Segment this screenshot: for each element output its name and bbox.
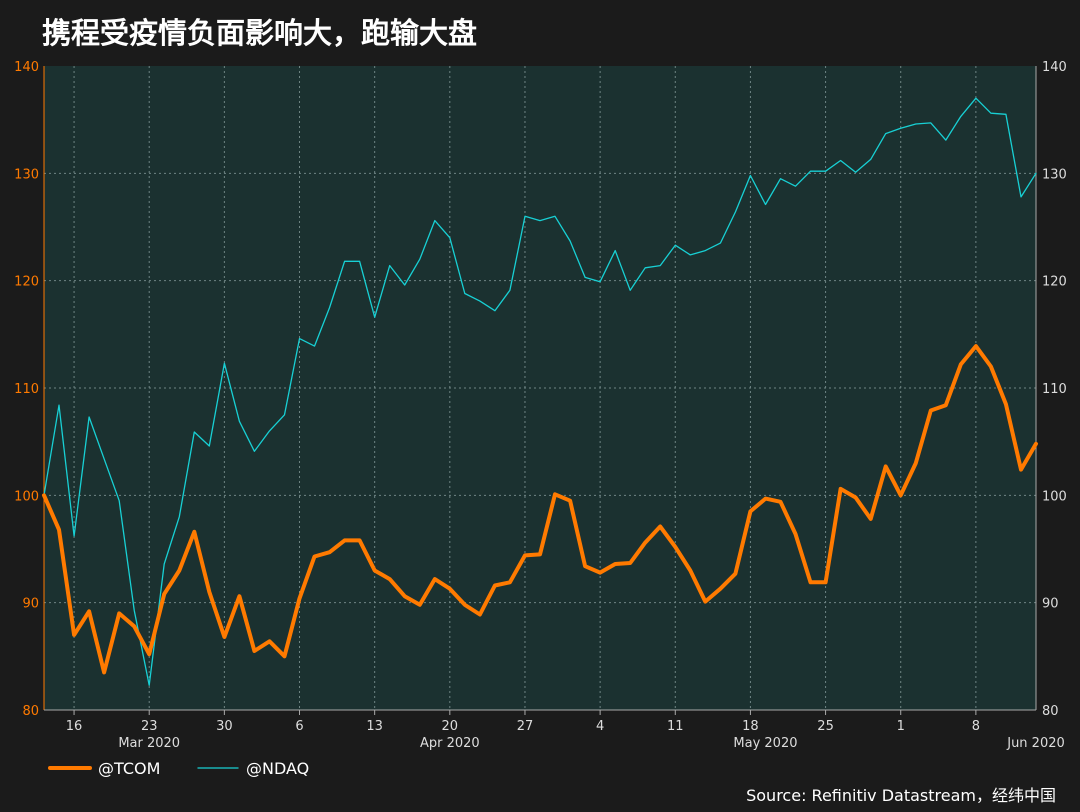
source-note: Source: Refinitiv Datastream，经纬中国: [746, 786, 1056, 805]
y-tick-right: 140: [1042, 60, 1067, 75]
x-tick-label: 25: [817, 719, 834, 734]
y-tick-left: 90: [22, 597, 39, 612]
y-tick-right: 100: [1042, 489, 1067, 504]
series-line-ndaq: [43, 97, 1037, 686]
month-label: Mar 2020: [118, 736, 180, 751]
chart-title: 携程受疫情负面影响大，跑输大盘: [42, 16, 478, 50]
y-tick-right: 120: [1042, 275, 1067, 290]
month-label: Apr 2020: [420, 736, 480, 751]
x-tick-label: 11: [667, 719, 684, 734]
x-tick-label: 16: [66, 719, 83, 734]
x-tick-label: 27: [517, 719, 534, 734]
legend-item-tcom-label: @TCOM: [98, 759, 160, 778]
y-tick-left: 140: [14, 60, 39, 75]
y-tick-left: 130: [14, 167, 39, 182]
y-tick-right: 90: [1042, 597, 1059, 612]
x-tick-label: 6: [295, 719, 303, 734]
x-tick-label: 20: [442, 719, 459, 734]
y-tick-left: 120: [14, 275, 39, 290]
month-label: Jun 2020: [1006, 736, 1065, 751]
legend-item-ndaq-label: @NDAQ: [246, 759, 309, 778]
y-tick-right: 80: [1042, 704, 1059, 719]
y-tick-right: 110: [1042, 382, 1067, 397]
x-tick-label: 4: [596, 719, 604, 734]
x-tick-label: 1: [897, 719, 905, 734]
x-tick-label: 8: [972, 719, 980, 734]
series-lines: [42, 97, 1038, 686]
y-tick-left: 80: [22, 704, 39, 719]
series-line-tcom: [42, 344, 1038, 675]
x-tick-label: 18: [742, 719, 759, 734]
x-tick-label: 13: [366, 719, 383, 734]
y-tick-left: 100: [14, 489, 39, 504]
y-tick-right: 130: [1042, 167, 1067, 182]
x-tick-label: 23: [141, 719, 158, 734]
x-tick-label: 30: [216, 719, 233, 734]
legend: @TCOM @NDAQ: [48, 759, 309, 778]
y-tick-left: 110: [14, 382, 39, 397]
month-label: May 2020: [733, 736, 797, 751]
